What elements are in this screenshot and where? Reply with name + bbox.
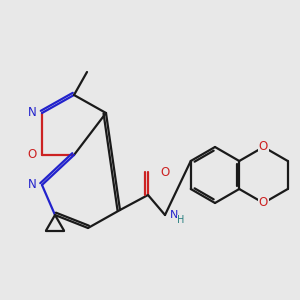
Text: O: O (259, 140, 268, 154)
Text: H: H (177, 215, 184, 225)
Text: O: O (160, 166, 169, 178)
Text: N: N (170, 210, 178, 220)
Text: O: O (259, 196, 268, 209)
Text: N: N (28, 106, 37, 119)
Text: O: O (28, 148, 37, 161)
Text: N: N (28, 178, 37, 191)
